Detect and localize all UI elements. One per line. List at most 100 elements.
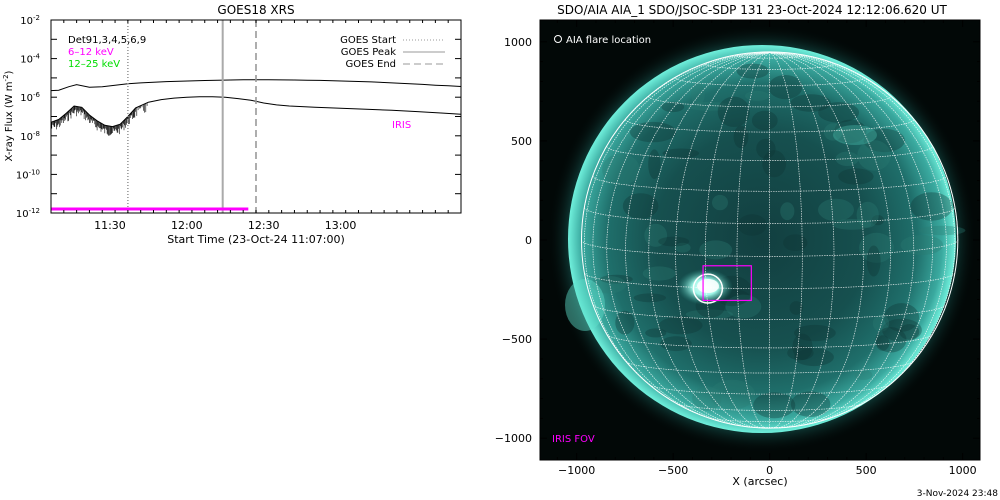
grid-longitude-line	[769, 52, 959, 241]
disk-mottle	[733, 125, 749, 149]
grid-longitude-line	[769, 52, 956, 409]
disk-mottle	[792, 333, 813, 360]
disk-mottle	[859, 232, 894, 263]
disk-mottle	[717, 96, 750, 128]
disk-texture	[591, 63, 966, 419]
disk-mottle	[818, 198, 854, 222]
disk-mottle	[600, 274, 633, 284]
legend-detectors: Det91,3,4,5,6,9	[68, 35, 146, 46]
legend-series-low: 6–12 keV	[68, 47, 114, 58]
disk-mottle	[660, 336, 692, 352]
series-line-0	[51, 79, 461, 92]
disk-mottle	[762, 150, 787, 178]
disk-mottle	[658, 316, 703, 335]
aia-y-tick-label: −500	[502, 333, 532, 346]
iris-label: IRIS	[392, 120, 411, 131]
disk-mottle	[790, 94, 831, 112]
aia-y-tick-label: 1000	[504, 36, 532, 49]
disk-mottle	[699, 240, 733, 260]
disk-mottle	[918, 225, 966, 236]
legend-goes-peak: GOES Peak	[341, 47, 396, 58]
grid-longitude-line	[583, 52, 770, 409]
y-tick-label: 10-2	[20, 14, 40, 27]
disk-mottle	[872, 314, 890, 332]
disk-mottle	[871, 215, 885, 226]
y-tick-label: 10-8	[20, 130, 40, 143]
grid-longitude-line	[625, 52, 770, 428]
disk-mottle	[658, 236, 690, 247]
aia-x-tick-label: −500	[658, 464, 688, 477]
aia-y-tick-label: −1000	[495, 432, 532, 445]
disk-mottle	[875, 327, 907, 353]
lightcurve-x-ticks: 11:30 12:00 12:30 13:00	[50, 20, 462, 232]
grid-longitude-line	[704, 52, 770, 429]
disk-mottle	[910, 192, 953, 221]
disk-mottle	[783, 234, 808, 251]
disk-mottle	[753, 392, 796, 419]
legend-series-high: 12–25 keV	[68, 59, 120, 70]
grid-latitude-line	[606, 334, 933, 349]
disk-mottle	[691, 82, 705, 106]
grid-longitude-line	[769, 52, 891, 428]
y-tick-label: 10-10	[16, 168, 40, 181]
disk-mottle	[838, 168, 874, 185]
legend-goes-end: GOES End	[346, 59, 396, 70]
aia-xlabel: X (arcsec)	[732, 475, 787, 488]
disk-mottle	[712, 194, 728, 211]
disk-mottle	[818, 102, 860, 123]
aia-y-ticks: 1000 500 0 −500 −1000	[495, 36, 980, 445]
disk-mottle	[790, 391, 831, 418]
disk-mottle	[622, 193, 659, 219]
disk-mottle	[648, 149, 661, 179]
grid-longitude-line	[736, 52, 770, 429]
lightcurve-xlabel: Start Time (23-Oct-24 11:07:00)	[167, 233, 345, 246]
lightcurve-ylabel: X-ray Flux (W m-2)	[2, 70, 15, 161]
y-tick-label: 10-4	[20, 53, 40, 66]
disk-mottle	[856, 201, 879, 228]
disk-mottle	[789, 301, 803, 315]
disk-mottle	[756, 138, 776, 159]
grid-longitude-line	[769, 52, 947, 423]
grid-longitude-line	[606, 52, 770, 426]
solar-limb	[580, 51, 959, 429]
flare-legend-label: AIA flare location	[566, 35, 651, 46]
aia-x-tick-label: 500	[856, 464, 877, 477]
disk-mottle	[780, 202, 795, 221]
grid-longitude-line	[769, 52, 835, 429]
disk-mottle	[629, 121, 677, 143]
y-tick-label: 10-6	[20, 91, 40, 104]
disk-mottle	[899, 324, 920, 340]
grid-latitude-line	[675, 77, 865, 87]
iris-fov-label: IRIS FOV	[552, 434, 595, 445]
disk-mottle	[832, 219, 872, 230]
grid-longitude-line	[769, 52, 915, 428]
disk-mottle	[751, 110, 778, 131]
disk-mottle	[692, 386, 722, 411]
x-tick-label: 12:30	[248, 219, 280, 232]
y-tick-label: 10-12	[16, 207, 40, 220]
aia-panel: SDO/AIA AIA_1 SDO/JSOC-SDP 131 23-Oct-20…	[495, 3, 981, 488]
disk-mottle	[615, 310, 635, 335]
disk-mottle	[642, 266, 676, 281]
disk-mottle	[834, 119, 867, 144]
disk-mottle	[633, 293, 666, 303]
aia-y-tick-label: 500	[511, 135, 532, 148]
disk-mottle	[736, 63, 769, 79]
disk-mottle	[882, 318, 922, 342]
disk-mottle	[662, 148, 700, 159]
disk-mottle	[876, 335, 890, 351]
heliographic-grid	[580, 51, 959, 429]
aia-title: SDO/AIA AIA_1 SDO/JSOC-SDP 131 23-Oct-20…	[557, 3, 947, 17]
lightcurve-y-ticks: 10-2 10-4 10-6 10-8 10-10 10-12	[16, 14, 461, 220]
grid-longitude-line	[648, 52, 770, 428]
disk-mottle	[709, 379, 756, 410]
iris-fov-box	[702, 265, 752, 302]
disk-mottle	[854, 370, 873, 380]
disk-mottle	[645, 328, 667, 338]
render-timestamp: 3-Nov-2024 23:48	[917, 489, 999, 499]
aia-x-tick-label: 0	[766, 464, 773, 477]
disk-mottle	[863, 128, 905, 153]
disk-mottle	[737, 214, 767, 236]
disk-mottle	[674, 242, 691, 253]
aia-y-tick-label: 0	[525, 234, 532, 247]
